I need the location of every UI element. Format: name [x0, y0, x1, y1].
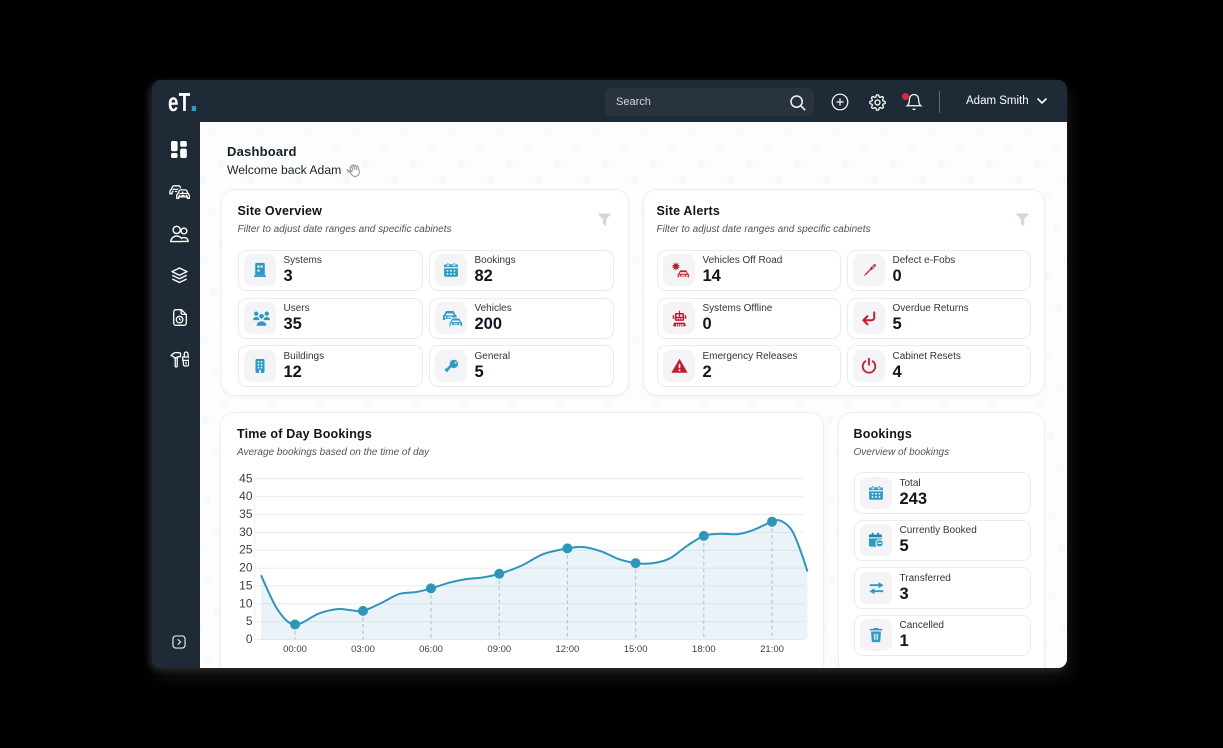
svg-text:09:00: 09:00	[487, 644, 511, 655]
svg-text:15: 15	[239, 578, 253, 592]
svg-text:03:00: 03:00	[351, 644, 375, 655]
svg-text:45: 45	[239, 471, 253, 485]
svg-text:15:00: 15:00	[624, 644, 648, 655]
svg-text:06:00: 06:00	[419, 644, 443, 655]
svg-text:30: 30	[239, 524, 253, 538]
svg-text:35: 35	[239, 507, 253, 521]
svg-text:21:00: 21:00	[760, 644, 784, 655]
svg-text:12:00: 12:00	[556, 644, 580, 655]
svg-text:10: 10	[239, 596, 253, 610]
svg-text:25: 25	[239, 542, 253, 556]
svg-text:40: 40	[239, 489, 253, 503]
svg-text:0: 0	[246, 632, 253, 646]
svg-text:00:00: 00:00	[283, 644, 307, 655]
svg-text:5: 5	[246, 614, 253, 628]
svg-text:18:00: 18:00	[692, 644, 716, 655]
svg-text:20: 20	[239, 560, 253, 574]
